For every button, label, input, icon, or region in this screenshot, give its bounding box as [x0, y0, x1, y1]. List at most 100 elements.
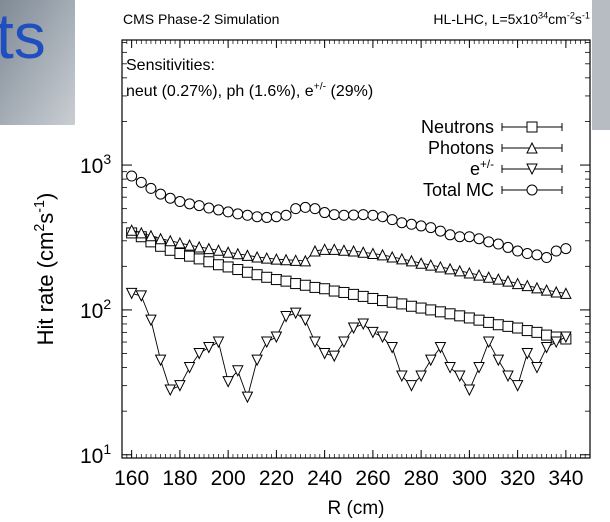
marker-square	[251, 269, 263, 281]
marker-circle	[280, 209, 292, 221]
marker-square	[444, 308, 456, 320]
marker-square	[454, 310, 466, 322]
marker-circle	[454, 231, 466, 243]
title-right-part: cm	[548, 11, 567, 27]
x-tick-label: 300	[452, 467, 487, 490]
marker-triangle-down	[396, 370, 408, 383]
marker-circle	[299, 201, 311, 213]
marker-circle	[541, 252, 553, 264]
marker-circle	[405, 218, 417, 230]
marker-triangle-up	[212, 244, 225, 256]
marker-triangle-down	[376, 331, 389, 344]
marker-circle	[319, 207, 331, 219]
marker-triangle-down	[174, 380, 186, 392]
x-axis-label-part: R (cm)	[328, 498, 385, 519]
marker-triangle-down	[212, 336, 225, 349]
marker-triangle-down	[386, 342, 398, 354]
y-tick-base: 10	[80, 300, 103, 323]
title-right-part: HL-LHC, L=5x10	[433, 11, 538, 27]
marker-triangle-down	[347, 322, 360, 335]
marker-triangle-up	[367, 247, 379, 260]
marker-triangle-down	[502, 370, 514, 383]
marker-square	[164, 244, 176, 256]
marker-circle	[155, 188, 167, 200]
marker-triangle-down	[550, 336, 563, 349]
marker-square	[280, 275, 292, 287]
marker-triangle-down	[434, 342, 447, 354]
marker-triangle-up	[550, 285, 563, 298]
marker-square	[367, 292, 379, 304]
marker-circle	[377, 211, 389, 223]
marker-circle	[463, 231, 475, 243]
y-tick-label: 102	[80, 296, 111, 323]
marker-triangle-down	[135, 290, 148, 302]
marker-circle	[241, 209, 253, 221]
marker-circle	[357, 209, 369, 221]
x-tick-label: 220	[259, 467, 294, 490]
marker-triangle-down	[511, 380, 524, 392]
marker-triangle-down	[492, 354, 505, 367]
x-tick-label: 160	[114, 467, 149, 490]
marker-triangle-down	[203, 342, 215, 354]
marker-circle	[444, 229, 456, 241]
marker-square	[338, 286, 350, 298]
marker-triangle-up	[299, 254, 312, 267]
y-tick-exp: 2	[103, 296, 111, 312]
marker-square	[386, 296, 398, 308]
marker-square	[357, 290, 369, 302]
marker-triangle-down	[531, 362, 543, 374]
marker-triangle-up	[444, 262, 456, 275]
x-tick-label: 200	[211, 467, 246, 490]
marker-circle	[251, 211, 263, 223]
marker-triangle-up	[260, 251, 273, 264]
legend-label: Photons	[428, 138, 494, 158]
marker-triangle-up	[526, 141, 538, 154]
marker-triangle-up	[174, 236, 186, 249]
x-tick-label: 320	[500, 467, 535, 490]
marker-circle	[126, 170, 138, 182]
marker-triangle-down	[405, 380, 418, 392]
marker-triangle-up	[231, 247, 244, 260]
marker-square	[319, 283, 331, 295]
marker-circle	[434, 225, 446, 237]
marker-square	[261, 271, 273, 283]
title-right-part: -1	[582, 10, 590, 20]
x-tick-label: 260	[355, 467, 390, 490]
legend-label-part: Total MC	[423, 180, 494, 200]
legend-label: Total MC	[423, 180, 494, 200]
marker-circle	[203, 202, 215, 214]
marker-circle	[348, 209, 360, 221]
y-axis-label-part: 2	[32, 224, 48, 232]
y-axis-label-part: Hit rate (cm	[33, 232, 58, 346]
marker-triangle-up	[309, 244, 321, 257]
marker-triangle-up	[463, 266, 476, 279]
marker-triangle-down	[521, 348, 534, 360]
marker-circle	[174, 196, 186, 208]
marker-circle	[531, 249, 543, 261]
marker-triangle-down	[540, 342, 553, 354]
annotation: neut (0.27%), ph (1.6%), e+/- (29%)	[126, 82, 373, 100]
marker-triangle-down	[415, 370, 427, 383]
marker-triangle-up	[203, 242, 215, 255]
marker-circle	[396, 217, 408, 229]
marker-circle	[135, 176, 147, 188]
marker-triangle-up	[502, 275, 514, 287]
marker-circle	[386, 214, 398, 226]
marker-triangle-down	[193, 348, 206, 360]
marker-triangle-down	[125, 287, 138, 300]
marker-square	[415, 302, 427, 314]
marker-triangle-up	[241, 249, 254, 261]
y-axis-label-part: s	[33, 213, 58, 224]
marker-square	[232, 264, 244, 276]
y-axis-label-part: )	[33, 193, 58, 200]
marker-triangle-down	[367, 326, 379, 339]
marker-triangle-up	[540, 283, 553, 296]
x-tick-label: 240	[307, 467, 342, 490]
marker-triangle-down	[164, 384, 177, 397]
marker-circle	[270, 211, 282, 223]
marker-circle	[290, 203, 302, 215]
marker-circle	[164, 192, 176, 204]
marker-square	[222, 261, 234, 273]
marker-square	[270, 274, 282, 286]
